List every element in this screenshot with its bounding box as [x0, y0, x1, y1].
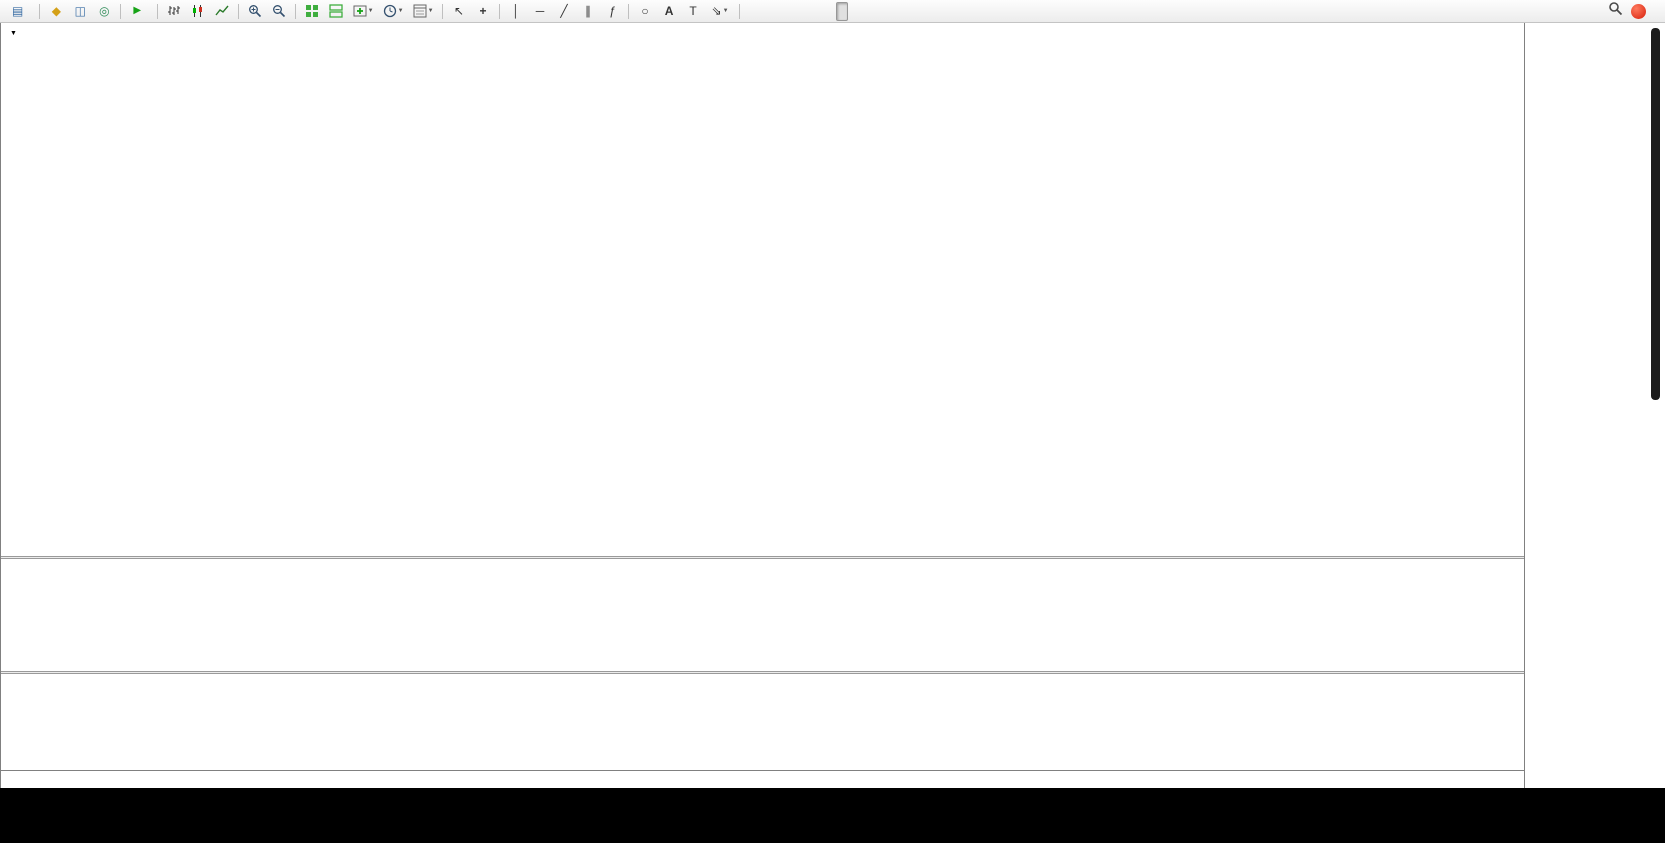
zoom-in-icon[interactable]: [244, 1, 266, 22]
separator: [442, 3, 444, 19]
tile-windows-icon[interactable]: [301, 1, 323, 22]
separator: [295, 3, 297, 19]
toolbar-right: [1608, 1, 1660, 21]
separator: [157, 3, 159, 19]
equidistant-channel-icon[interactable]: ∥: [585, 4, 592, 18]
text-label-icon[interactable]: T: [689, 4, 697, 18]
rsi-indicator-title: [10, 677, 15, 689]
text-icon[interactable]: A: [664, 4, 674, 18]
new-order-icon: ▤: [12, 4, 24, 18]
price-axis[interactable]: [1524, 23, 1665, 788]
rsi-chart-canvas[interactable]: [9, 674, 1524, 770]
trendline-icon[interactable]: ╱: [560, 4, 568, 18]
vertical-scrollbar[interactable]: [1651, 28, 1660, 400]
market-watch-icon[interactable]: ◆: [51, 4, 61, 18]
crosshair-icon[interactable]: +: [479, 4, 487, 18]
chart-window-icon[interactable]: ◫: [74, 4, 87, 18]
zoom-out-icon[interactable]: [268, 1, 290, 22]
pane-divider[interactable]: [1, 556, 1524, 559]
separator: [238, 3, 240, 19]
time-axis[interactable]: [1, 770, 1524, 788]
pane-divider[interactable]: [1, 671, 1524, 674]
new-order-button[interactable]: ▤: [5, 0, 34, 23]
auto-trading-button[interactable]: ▶: [126, 0, 152, 23]
timeframe-m15-button[interactable]: [797, 2, 809, 21]
fibonacci-icon[interactable]: ƒ: [608, 4, 616, 18]
periods-icon[interactable]: ▼: [379, 1, 407, 22]
ellipse-icon[interactable]: ○: [641, 4, 649, 18]
timeframe-h4-button[interactable]: [836, 1, 849, 21]
auto-arrange-icon[interactable]: [325, 1, 347, 22]
arrow-tools-icon[interactable]: ⇘ ▼: [711, 4, 729, 18]
add-indicator-icon[interactable]: ▼: [349, 1, 377, 22]
bottom-panel: [0, 788, 1665, 843]
timeframe-m1-button[interactable]: [771, 2, 783, 21]
chevron-down-icon: ▼: [427, 8, 434, 14]
timeframe-w1-button[interactable]: [862, 2, 874, 21]
notification-badge[interactable]: [1631, 3, 1646, 19]
separator: [499, 3, 501, 19]
collapse-triangle-icon[interactable]: ▼: [10, 30, 17, 37]
timeframe-mn-button[interactable]: [875, 2, 887, 21]
separator: [739, 3, 741, 19]
horizontal-line-icon[interactable]: ─: [535, 4, 545, 18]
play-icon: ▶: [133, 5, 142, 16]
toolbar: ▤ ◆ ◫ ◎ ▶ ▼ ▼ ▼ ↖ + │: [0, 0, 1665, 23]
templates-icon[interactable]: ▼: [409, 1, 437, 22]
chart-title: ▼: [10, 28, 27, 40]
separator: [628, 3, 630, 19]
price-chart-canvas[interactable]: [9, 23, 1524, 556]
timeframe-m5-button[interactable]: [784, 2, 796, 21]
chevron-down-icon: ▼: [397, 8, 404, 14]
search-icon[interactable]: [1608, 1, 1623, 21]
candlestick-chart-icon[interactable]: [187, 1, 209, 22]
timeframe-toolbar: [771, 1, 887, 21]
separator: [120, 3, 122, 19]
vertical-line-icon[interactable]: │: [512, 4, 520, 18]
timeframe-d1-button[interactable]: [849, 2, 861, 21]
line-chart-icon[interactable]: [211, 1, 233, 22]
timeframe-m30-button[interactable]: [810, 2, 822, 21]
bars-chart-icon[interactable]: [163, 1, 185, 22]
chart-window: ▼: [0, 23, 1665, 843]
macd-indicator-title: [10, 562, 15, 574]
chevron-down-icon: ▼: [722, 8, 729, 14]
macd-chart-canvas[interactable]: [9, 559, 1524, 671]
timeframe-h1-button[interactable]: [823, 2, 835, 21]
pointer-icon[interactable]: ↖: [454, 4, 465, 18]
navigator-icon[interactable]: ◎: [99, 4, 110, 18]
chevron-down-icon: ▼: [367, 8, 374, 14]
separator: [39, 3, 41, 19]
